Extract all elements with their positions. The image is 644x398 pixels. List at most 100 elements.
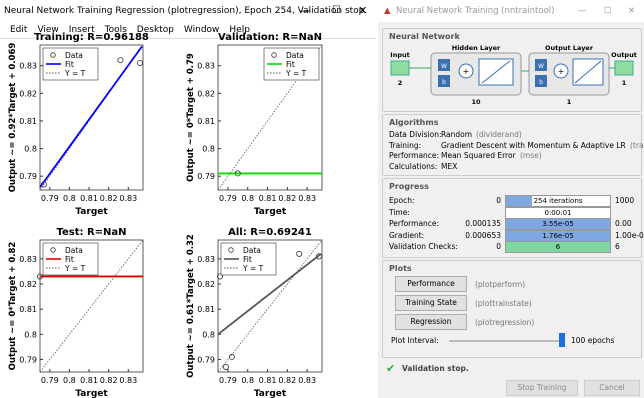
y-tick-label: 0.83 <box>197 62 215 71</box>
progress-fill <box>506 242 610 252</box>
menu-item[interactable]: Edit <box>10 25 28 35</box>
progress-start: 0.000653 <box>465 230 501 240</box>
x-tick-label: 0.8 <box>241 194 254 203</box>
x-tick-label: 0.81 <box>259 194 277 203</box>
output-size: 1 <box>622 79 627 87</box>
progress-start: 0.000135 <box>465 219 501 228</box>
progress-end: 6 <box>615 242 620 251</box>
w <box>438 59 450 71</box>
w-label: W <box>441 63 447 70</box>
legend-box <box>263 47 320 81</box>
x-tick-label: 0.81 <box>80 376 98 385</box>
plot-button[interactable]: Performance <box>395 276 467 292</box>
output-layer-label: Output Layer <box>545 44 594 52</box>
regression-window: Neural Network Training Regression (plot… <box>0 4 376 398</box>
maximize[interactable]: ☐ <box>332 5 341 16</box>
progress-end: 1.00e-05 <box>615 230 644 240</box>
status: Validation stop. <box>402 364 469 373</box>
menu-item[interactable]: Help <box>229 25 250 35</box>
button-code: (plotregression) <box>475 318 535 327</box>
section-heading: Algorithms <box>389 118 439 127</box>
transfer-curve <box>481 60 511 84</box>
x-tick-label: 0.82 <box>100 194 118 203</box>
algo-value: Mean Squared Error <box>441 151 516 160</box>
legend-label: Y = T <box>64 264 86 273</box>
x-tick-label: 0.8 <box>63 376 76 385</box>
progress-fill <box>506 219 610 229</box>
button-label: Regression <box>410 317 452 326</box>
legend-label: Y = T <box>242 264 264 273</box>
progress-value: 254 iterations <box>533 197 583 205</box>
algo-label: Data Division: <box>389 130 442 139</box>
menu-item[interactable]: Insert <box>68 25 95 35</box>
close[interactable]: ✕ <box>628 6 636 16</box>
y-tick-label: 0.83 <box>19 255 37 264</box>
y-tick-label: 0.83 <box>197 255 215 264</box>
check-icon: ✔ <box>386 362 396 375</box>
legend-label: Data <box>65 51 83 60</box>
network-diagram: + + W b W b Input 2 Hidden Layer 10 Outp… <box>390 44 637 106</box>
y-label: Output ~= 0.61*Target + 0.32 <box>186 234 196 378</box>
data-point <box>316 253 323 260</box>
data-point <box>40 181 47 188</box>
progress-value: 3.55e-05 <box>542 220 574 228</box>
algo-value: MEX <box>441 161 458 171</box>
legend-box <box>220 242 277 276</box>
stop-label: Stop Training <box>517 383 567 392</box>
menu-item[interactable]: Window <box>183 25 220 35</box>
cancel-button[interactable]: Cancel <box>584 380 640 396</box>
progress-bar: 6 <box>505 241 611 253</box>
legend-box <box>42 47 99 81</box>
legend-label: Data <box>243 246 261 255</box>
x-label: Target <box>75 207 108 217</box>
data-point <box>37 273 44 280</box>
legend-marker <box>50 52 56 58</box>
legend-label: Fit <box>65 255 74 264</box>
plot-title: All: R=0.69241 <box>228 227 312 238</box>
x-tick-label: 0.83 <box>119 376 137 385</box>
progress-label: Validation Checks: <box>389 242 458 251</box>
x-tick-label: 0.8 <box>241 376 254 385</box>
slider-track <box>449 340 559 342</box>
y-tick-label: 0.81 <box>19 305 37 314</box>
y-tick-label: 0.81 <box>197 305 215 314</box>
output-layer-size: 1 <box>567 98 572 106</box>
x-tick-label: 0.83 <box>119 194 137 203</box>
menu-item[interactable]: Tools <box>104 25 127 35</box>
algo-label: Calculations: <box>389 161 438 171</box>
output-label: Output <box>611 51 637 59</box>
plot-button[interactable]: Training State <box>395 295 467 311</box>
plot: 0.79 0.8 0.81 0.82 0.830.790.80.810.820.83Tr… <box>8 32 149 217</box>
b <box>438 75 450 87</box>
maximize[interactable]: ☐ <box>604 6 612 16</box>
algo-code: (dividerand) <box>476 130 522 139</box>
algo-code: (mse) <box>520 151 542 160</box>
menu-item[interactable]: Desktop <box>136 25 174 35</box>
stop-button[interactable]: Stop Training <box>506 380 578 396</box>
y-tick-label: 0.79 <box>19 172 37 181</box>
y-tick-label: 0.83 <box>19 62 37 71</box>
y-tick-label: 0.81 <box>197 117 215 126</box>
close[interactable]: ✕ <box>358 4 368 17</box>
slider-thumb[interactable] <box>559 333 565 347</box>
minimize[interactable]: — <box>578 6 587 16</box>
algorithms-section: Algorithms Data Division: Random (dividera… <box>382 114 644 176</box>
legend-label: Y = T <box>285 69 307 78</box>
algo-value: Random <box>441 130 473 139</box>
network-section: Neural Network + + W b W b Input <box>382 28 642 112</box>
window-title: Neural Network Training (nntraintool) <box>396 6 555 16</box>
sum <box>458 63 474 79</box>
interval-value: 100 epochs <box>571 336 615 345</box>
menu-item[interactable]: View <box>37 25 59 35</box>
button-code: (plottrainstate) <box>475 299 532 308</box>
x-tick-label: 0.79 <box>219 376 237 385</box>
y-tick-label: 0.82 <box>197 89 215 98</box>
y-tick-label: 0.8 <box>24 145 37 154</box>
legend-label: Data <box>286 51 304 60</box>
input-size: 2 <box>398 79 403 87</box>
x-tick-label: 0.79 <box>41 376 59 385</box>
plot-button[interactable]: Regression <box>395 314 467 330</box>
y-tick-label: 0.82 <box>19 280 37 289</box>
algo-code: (traingdx) <box>630 140 644 150</box>
minimize[interactable]: — <box>300 4 311 17</box>
